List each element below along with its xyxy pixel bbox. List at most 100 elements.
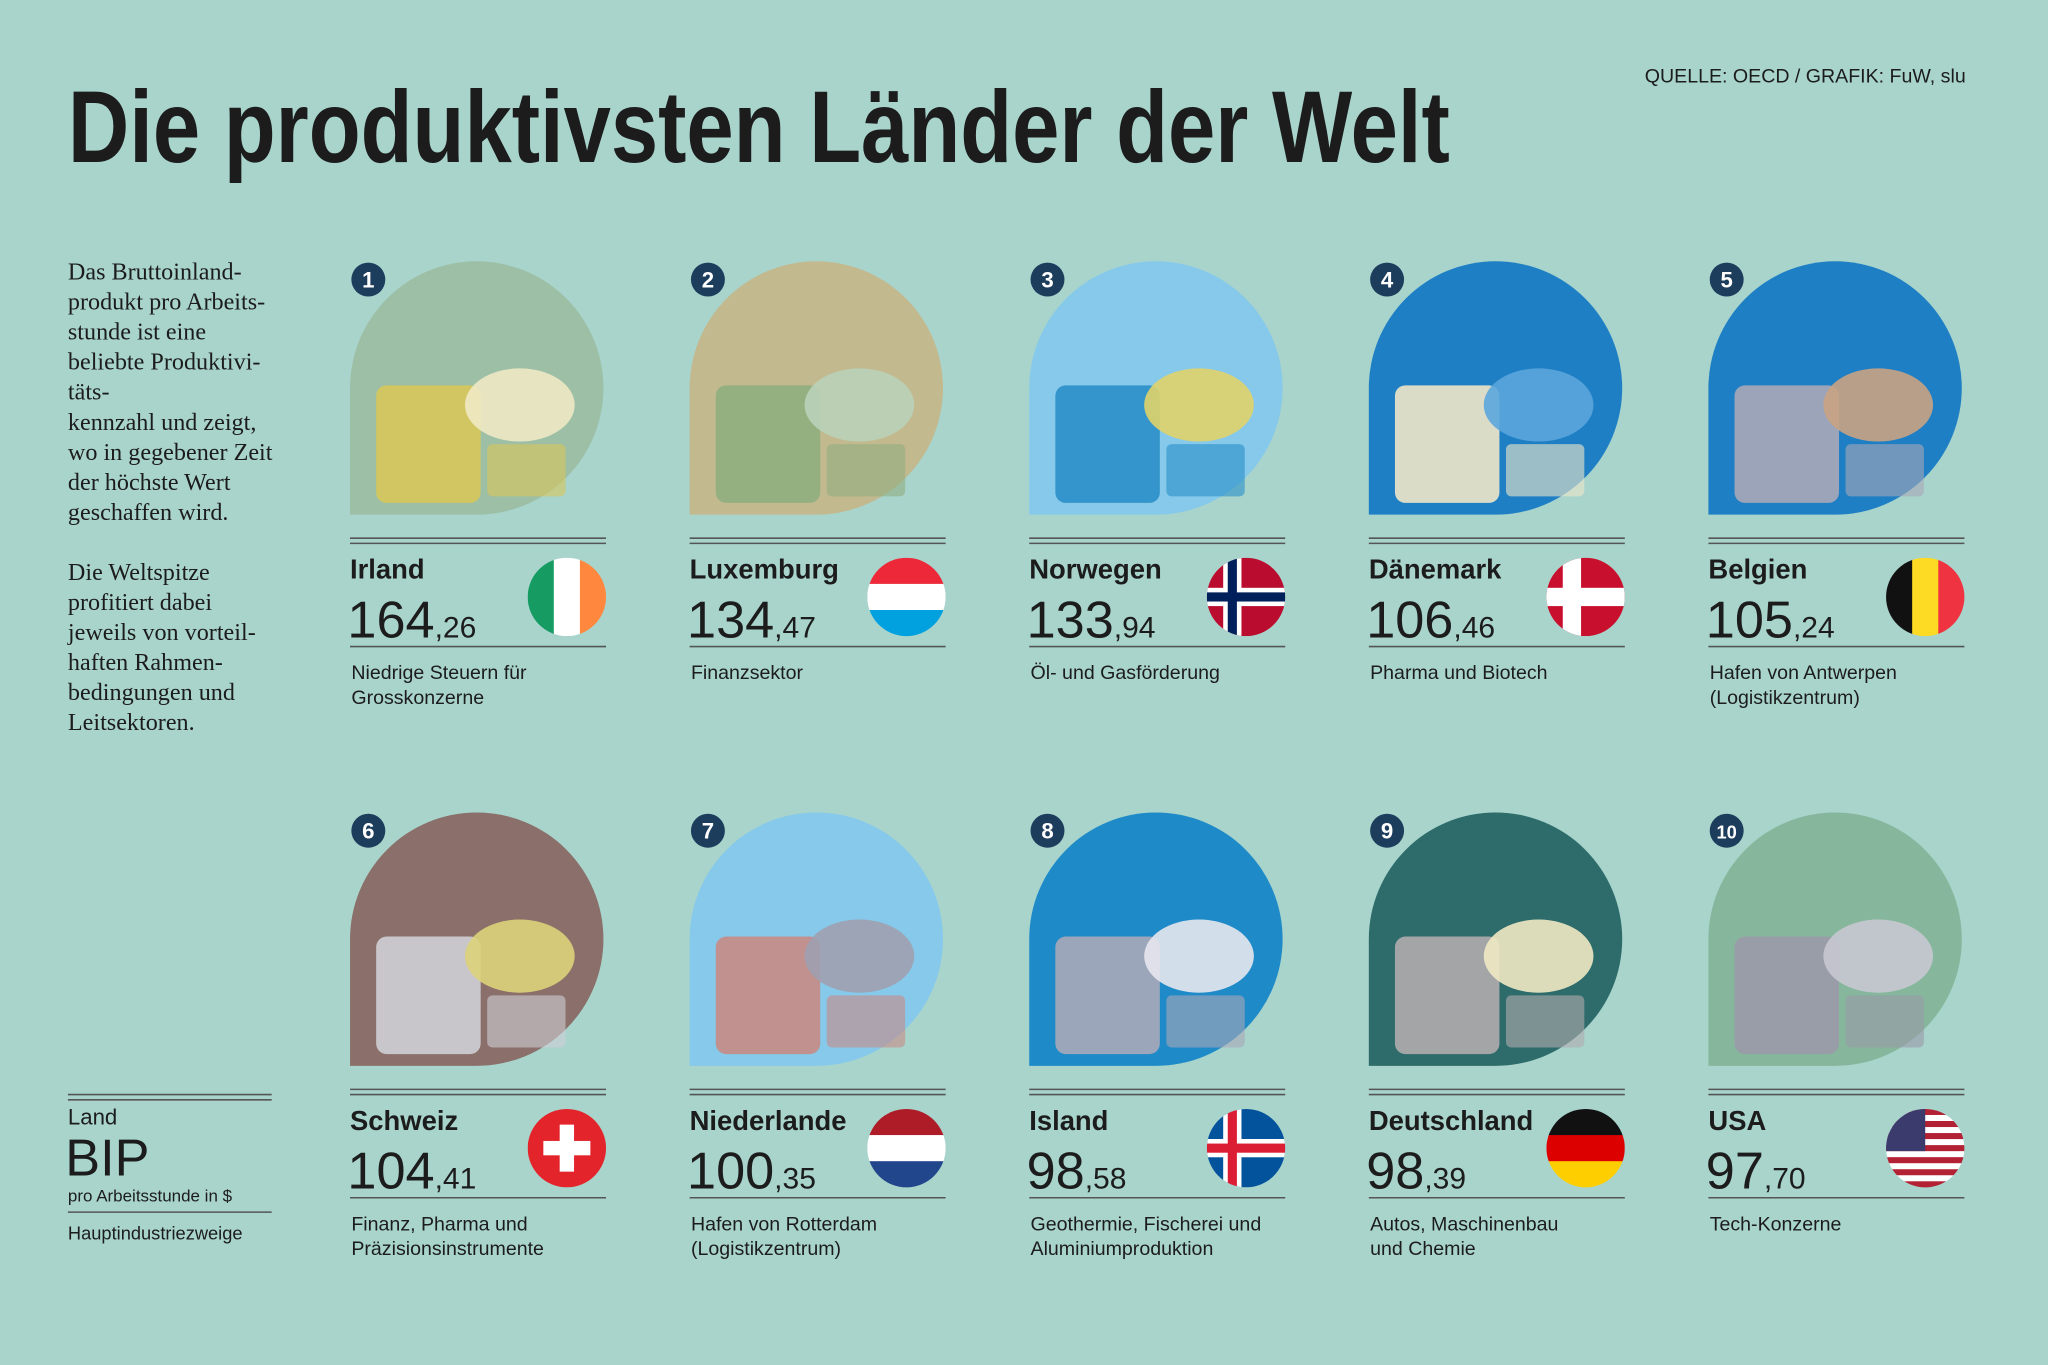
illustration-detail — [464, 368, 575, 442]
bip-decimals: ,58 — [1085, 1163, 1127, 1196]
industry-line: Finanz, Pharma und — [351, 1213, 527, 1235]
flag-stripe — [1886, 1181, 1965, 1188]
bip-value: 104,41 — [347, 1143, 476, 1201]
bip-integer: 133 — [1027, 591, 1114, 649]
illustration-detail — [1144, 919, 1254, 993]
bip-decimals: ,94 — [1114, 611, 1156, 644]
industry-line: Geothermie, Fischerei und — [1031, 1213, 1262, 1235]
bip-decimals: ,39 — [1424, 1163, 1466, 1196]
intro-line: bedingungen und — [68, 679, 235, 706]
country-name: Belgien — [1708, 554, 1807, 585]
illustration-detail — [1166, 444, 1245, 497]
flag — [1546, 557, 1625, 637]
industry-line: Aluminiumproduktion — [1031, 1238, 1214, 1260]
flag — [527, 1108, 607, 1188]
bip-integer: 105 — [1706, 591, 1793, 649]
industry-line: Hafen von Antwerpen — [1710, 662, 1897, 684]
industry-line: Präzisionsinstrumente — [351, 1238, 544, 1260]
bip-integer: 164 — [347, 591, 434, 649]
bip-integer: 98 — [1366, 1143, 1424, 1201]
flag-stripe — [1886, 1163, 1965, 1170]
country-card: 9 Deutschland 98,39 Autos, Maschinenbau und … — [1366, 812, 1625, 1260]
flag-cross — [1546, 587, 1625, 607]
illustration-detail — [715, 385, 821, 503]
bip-value: 164,26 — [347, 591, 476, 649]
illustration-detail — [487, 444, 566, 497]
intro-line: jeweils von vorteil- — [67, 619, 256, 646]
flag — [1886, 1108, 1965, 1188]
industry-line: Hafen von Rotterdam — [691, 1213, 877, 1235]
bip-decimals: ,35 — [774, 1163, 816, 1196]
legend-country: Land — [68, 1105, 117, 1130]
illustration-detail — [1144, 368, 1254, 442]
illustration-detail — [464, 919, 575, 993]
bip-decimals: ,70 — [1764, 1163, 1806, 1196]
bip-decimals: ,26 — [435, 611, 477, 644]
bip-decimals: ,46 — [1453, 611, 1495, 644]
rank-badge — [1709, 262, 1744, 297]
country-name: USA — [1708, 1105, 1766, 1136]
legend: Land BIP pro Arbeitsstunde in $ Hauptind… — [65, 1093, 272, 1244]
bip-decimals: ,47 — [774, 611, 816, 644]
rank: 2 — [702, 267, 714, 292]
illustration-detail — [1394, 936, 1500, 1055]
intro-line: Das Bruttoinland- — [68, 259, 242, 286]
illustration-detail — [1734, 936, 1840, 1055]
illustration-detail — [826, 995, 906, 1048]
bip-integer: 104 — [347, 1143, 434, 1201]
bip-value: 134,47 — [687, 591, 816, 649]
illustration-detail — [826, 444, 906, 497]
flag-stripe — [867, 1135, 946, 1162]
flag — [867, 1108, 946, 1188]
illustration-detail — [1055, 936, 1160, 1055]
rank-badge — [1030, 813, 1065, 848]
rank: 1 — [362, 267, 374, 292]
industry-line: Finanzsektor — [691, 662, 804, 684]
flag-stripe — [1886, 1175, 1965, 1182]
bip-value: 106,46 — [1366, 591, 1495, 649]
bip-decimals: ,24 — [1793, 611, 1835, 644]
bip-value: 97,70 — [1706, 1143, 1806, 1201]
rank: 9 — [1381, 819, 1393, 844]
illustration-detail — [1845, 995, 1924, 1048]
intro-line: haften Rahmen- — [68, 649, 223, 676]
legend-unit: pro Arbeitsstunde in $ — [68, 1187, 233, 1206]
country-name: Niederlande — [690, 1105, 847, 1136]
industry-line: Öl- und Gasförderung — [1031, 662, 1220, 684]
flag-cross — [1206, 1143, 1286, 1153]
country-card: 10 USA 97,70 Tech-Konzerne — [1706, 812, 1965, 1235]
country-card: 8 Island 98,58 Geothermie, Fischerei und Alu… — [1027, 812, 1286, 1260]
intro-line: stunde ist eine — [68, 319, 206, 346]
illustration-detail — [1483, 919, 1594, 993]
illustration-detail — [804, 368, 915, 442]
rank-badge — [1709, 813, 1744, 848]
rank: 5 — [1721, 267, 1733, 292]
intro-line: profitiert dabei — [68, 589, 212, 616]
country-card: 2 Luxemburg 134,47 Finanzsektor — [687, 261, 946, 684]
flag-cross — [1206, 592, 1286, 602]
bip-integer: 98 — [1027, 1143, 1085, 1201]
country-card: 5 Belgien 105,24 Hafen von Antwerpen (Logist… — [1706, 261, 1965, 709]
illustration-detail — [715, 936, 821, 1055]
illustration-detail — [1734, 385, 1840, 503]
illustration-detail — [1055, 385, 1160, 503]
industry-line: (Logistikzentrum) — [691, 1238, 841, 1260]
illustration-detail — [804, 919, 915, 993]
bip-value: 98,58 — [1027, 1143, 1127, 1201]
intro-line: wo in gegebener Zeit — [68, 439, 273, 466]
title: Die produktivsten Länder der Welt — [68, 70, 1450, 184]
intro-line: kennzahl und zeigt, — [68, 409, 257, 436]
bip-integer: 100 — [687, 1143, 774, 1201]
rank: 7 — [702, 819, 714, 844]
rank-badge — [1370, 813, 1405, 848]
rank: 10 — [1717, 822, 1737, 843]
bip-integer: 134 — [687, 591, 774, 649]
illustration-detail — [1505, 995, 1585, 1048]
country-name: Deutschland — [1369, 1105, 1533, 1136]
country-name: Irland — [350, 554, 425, 585]
country-card: 4 Dänemark 106,46 Pharma und Biotech — [1366, 261, 1625, 684]
bip-decimals: ,41 — [435, 1163, 477, 1196]
country-card: 3 Norwegen 133,94 Öl- und Gasförderung — [1027, 261, 1286, 684]
intro-line: produkt pro Arbeits- — [68, 289, 265, 316]
